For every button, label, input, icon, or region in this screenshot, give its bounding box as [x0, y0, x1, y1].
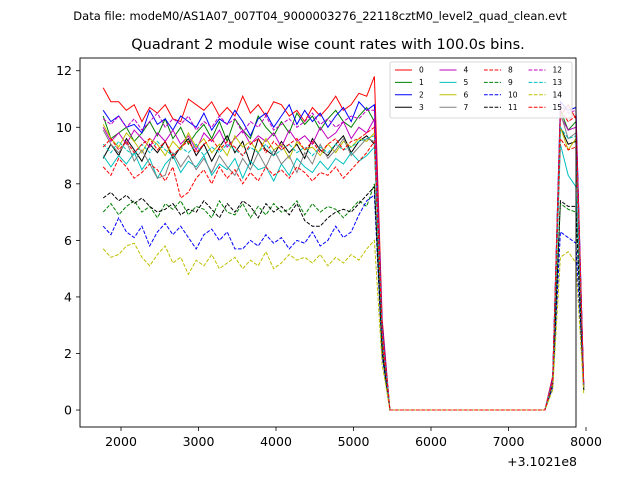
y-tick-label: 8 [64, 176, 72, 191]
series-line-3 [102, 127, 585, 411]
legend-label-3: 3 [419, 103, 424, 112]
series-line-12 [102, 103, 585, 411]
series-line-2 [102, 100, 585, 411]
x-tick-label: 4000 [260, 434, 292, 449]
x-tick-label: 6000 [415, 434, 447, 449]
legend-label-4: 4 [464, 66, 469, 75]
y-tick-label: 10 [56, 120, 72, 135]
legend-frame [389, 61, 573, 119]
series-line-6 [102, 124, 585, 411]
plot-frame [79, 57, 577, 428]
y-tick-label: 2 [64, 346, 72, 361]
y-tick-label: 4 [64, 289, 72, 304]
legend-label-8: 8 [508, 66, 513, 75]
legend-label-10: 10 [508, 91, 518, 100]
x-tick-label: 7000 [493, 434, 525, 449]
series-line-5 [102, 144, 585, 411]
x-tick-label: 3000 [183, 434, 215, 449]
series-layer [102, 76, 585, 411]
series-line-14 [102, 239, 585, 411]
y-tick-label: 6 [64, 233, 72, 248]
x-tick-label: 5000 [338, 434, 370, 449]
series-line-10 [102, 194, 585, 411]
series-line-15 [102, 108, 585, 411]
legend-label-0: 0 [419, 66, 424, 75]
series-line-11 [102, 185, 585, 411]
legend-label-13: 13 [553, 78, 563, 87]
series-line-1 [102, 106, 585, 411]
legend-label-12: 12 [553, 66, 563, 75]
legend-label-14: 14 [553, 91, 563, 100]
series-line-13 [102, 125, 585, 411]
series-line-8 [102, 137, 585, 411]
x-offset-label: +3.1021e8 [507, 454, 577, 469]
x-tick-label: 8000 [570, 434, 602, 449]
legend-label-6: 6 [464, 91, 469, 100]
series-line-9 [102, 183, 585, 411]
legend-label-15: 15 [553, 103, 563, 112]
x-tick-label: 2000 [105, 434, 137, 449]
y-tick-label: 12 [56, 63, 72, 78]
legend-label-1: 1 [419, 78, 424, 87]
y-tick-label: 0 [64, 403, 72, 418]
legend-label-5: 5 [464, 78, 469, 87]
chart-title: Quadrant 2 module wise count rates with … [131, 37, 525, 53]
legend-label-9: 9 [508, 78, 513, 87]
legend-label-2: 2 [419, 91, 424, 100]
data-file-suptitle: Data file: modeM0/AS1A07_007T04_90000032… [73, 9, 567, 23]
legend-label-7: 7 [464, 103, 469, 112]
legend-label-11: 11 [508, 103, 518, 112]
